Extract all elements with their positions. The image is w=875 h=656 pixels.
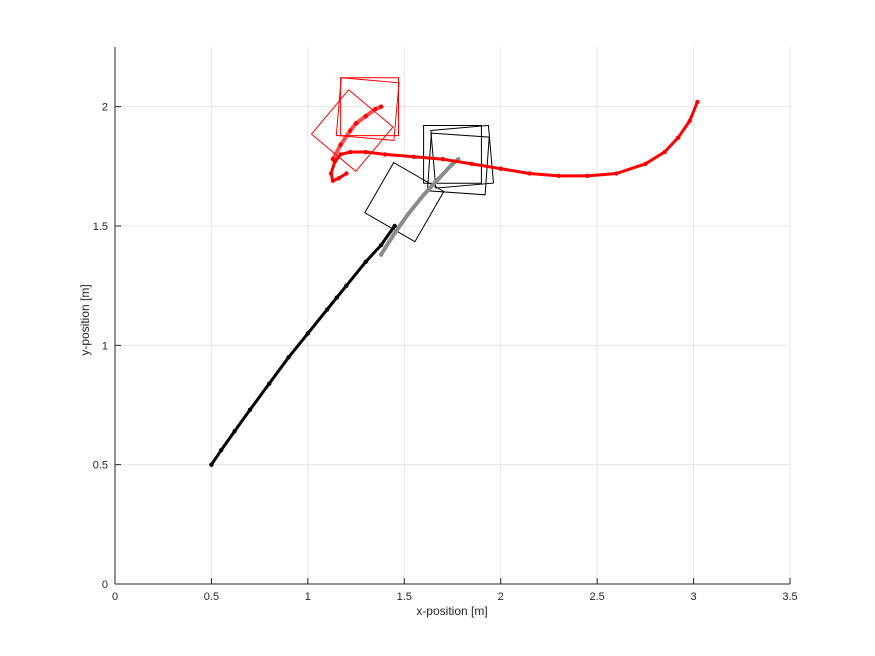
series-point: [469, 161, 474, 167]
series-point: [338, 152, 343, 157]
series-point: [348, 149, 353, 155]
series-point: [585, 173, 590, 179]
box-mark: [340, 77, 399, 137]
series-point: [363, 114, 368, 119]
x-tick-label: 0.5: [204, 591, 219, 603]
box-mark: [426, 132, 490, 196]
series-point: [450, 161, 455, 167]
series-point: [232, 429, 237, 434]
series-point: [348, 128, 353, 133]
series-point: [330, 178, 336, 183]
box-mark: [335, 77, 400, 141]
series-point: [643, 161, 648, 167]
series-point: [305, 331, 311, 336]
x-tick-label: 3.5: [782, 591, 797, 603]
series-point: [334, 295, 339, 300]
y-tick-label: 0: [102, 579, 108, 591]
series-point: [378, 242, 384, 248]
series-point: [330, 156, 336, 162]
series-point: [382, 152, 388, 157]
series-point: [436, 176, 442, 181]
tick-labels: 0 0.5 1 1.5 2 2.5 3 3.5 0 0.5 1 1.5 2: [93, 102, 798, 603]
series-point: [392, 223, 397, 229]
series-line: [379, 157, 461, 257]
series-point: [527, 171, 532, 176]
x-tick-label: 0: [112, 591, 118, 603]
series-point: [363, 149, 368, 155]
axes-frame: [114, 47, 791, 585]
series-point: [373, 106, 378, 112]
series-point: [440, 156, 446, 162]
series-point: [328, 171, 334, 176]
series-point: [392, 230, 397, 236]
series-point: [614, 171, 619, 176]
series-point: [247, 407, 253, 412]
series-point: [662, 149, 667, 155]
series-point: [218, 448, 224, 453]
series-line: [329, 100, 699, 183]
x-axis-label: x-position [m]: [416, 604, 487, 618]
series-point: [286, 355, 291, 360]
series-point: [687, 118, 692, 124]
box-mark: [423, 125, 482, 184]
series-point: [378, 252, 384, 257]
x-tick-label: 2.5: [589, 591, 604, 603]
box-mark: [310, 89, 394, 173]
series-point: [324, 307, 330, 312]
series-point: [556, 173, 561, 179]
y-tick-label: 0.5: [93, 460, 108, 472]
series-point: [209, 462, 214, 467]
series-point: [363, 259, 368, 264]
series-point: [421, 192, 426, 198]
series-point: [344, 171, 349, 176]
series-point: [411, 154, 417, 159]
series-point: [353, 121, 359, 126]
y-tick-label: 1.5: [93, 221, 108, 233]
series-point: [498, 166, 503, 171]
series-point: [405, 211, 411, 217]
box-mark: [364, 161, 445, 243]
series-point: [338, 142, 343, 148]
x-tick-label: 1: [305, 591, 311, 603]
series-point: [344, 283, 349, 288]
series-point: [695, 99, 700, 105]
y-tick-label: 1: [102, 340, 108, 352]
x-tick-label: 2: [498, 591, 504, 603]
series-point: [378, 104, 384, 109]
series-point: [267, 381, 272, 386]
y-tick-label: 2: [102, 102, 108, 114]
series-point: [675, 135, 681, 140]
y-axis-label: y-position [m]: [78, 284, 92, 355]
box-mark: [430, 124, 495, 189]
x-tick-label: 1.5: [397, 591, 412, 603]
x-tick-label: 3: [691, 591, 697, 603]
plot-area: [209, 77, 700, 467]
grid-lines: [114, 47, 791, 585]
series-point: [336, 176, 341, 181]
